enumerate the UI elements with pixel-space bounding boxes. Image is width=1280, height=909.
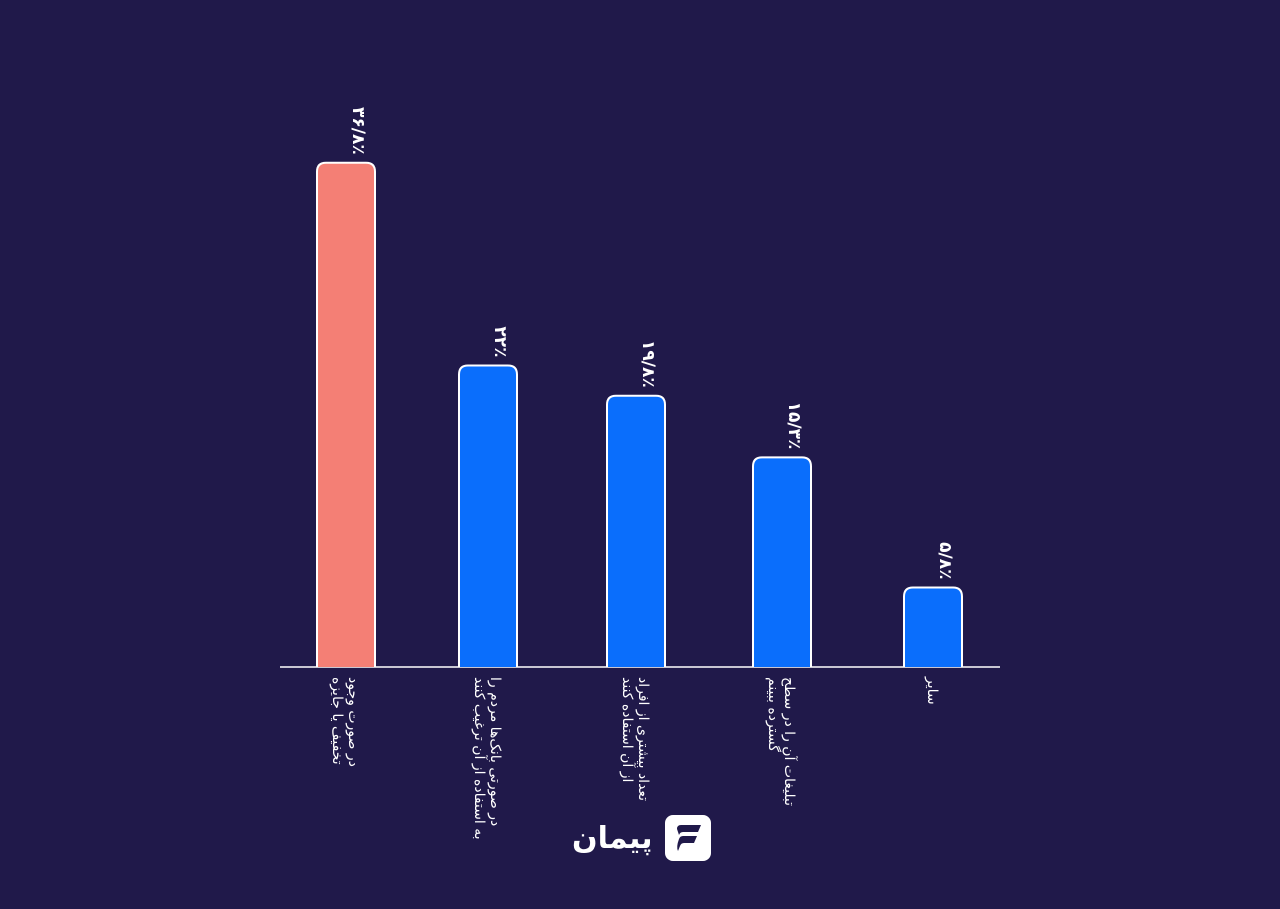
brand-name: پیمان — [572, 820, 653, 856]
value-label-4: ۱۵/۳٪ — [784, 402, 804, 450]
value-label-1: ۳۶/۸٪ — [348, 107, 368, 155]
value-label-3: ۱۹/۸٪ — [638, 340, 658, 388]
category-label-3: تعداد بیشتری از افراداز آن استفاده کنند — [619, 677, 651, 801]
category-label-1: در صورت وجودتخفیف یا جایزه — [329, 677, 361, 767]
value-label-5: ۵/۸٪ — [935, 542, 955, 579]
brand-logo: پیمان — [572, 814, 711, 862]
bar-2 — [458, 364, 518, 667]
category-label-2: در صورتی بانک‌ها مردم رابه استفاده از آن… — [471, 677, 503, 840]
bar-1 — [316, 161, 376, 667]
peyman-logo-icon — [664, 815, 711, 861]
bar-3 — [606, 394, 666, 667]
bar-4 — [752, 456, 812, 667]
category-label-5: سایر — [924, 676, 940, 705]
value-label-2: ۲۲٪ — [490, 326, 510, 357]
bar-5 — [903, 586, 963, 667]
category-label-4: تبلیغات آن را در سطحگسترده ببینم — [765, 677, 798, 806]
